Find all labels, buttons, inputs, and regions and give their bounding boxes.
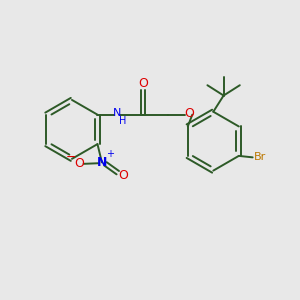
Text: Br: Br bbox=[254, 152, 266, 162]
Text: O: O bbox=[184, 107, 194, 120]
Text: O: O bbox=[138, 77, 148, 90]
Text: N: N bbox=[112, 108, 121, 118]
Text: −: − bbox=[66, 151, 76, 164]
Text: +: + bbox=[106, 149, 114, 159]
Text: N: N bbox=[97, 156, 107, 169]
Text: O: O bbox=[74, 157, 84, 170]
Text: H: H bbox=[119, 116, 126, 126]
Text: O: O bbox=[118, 169, 128, 182]
